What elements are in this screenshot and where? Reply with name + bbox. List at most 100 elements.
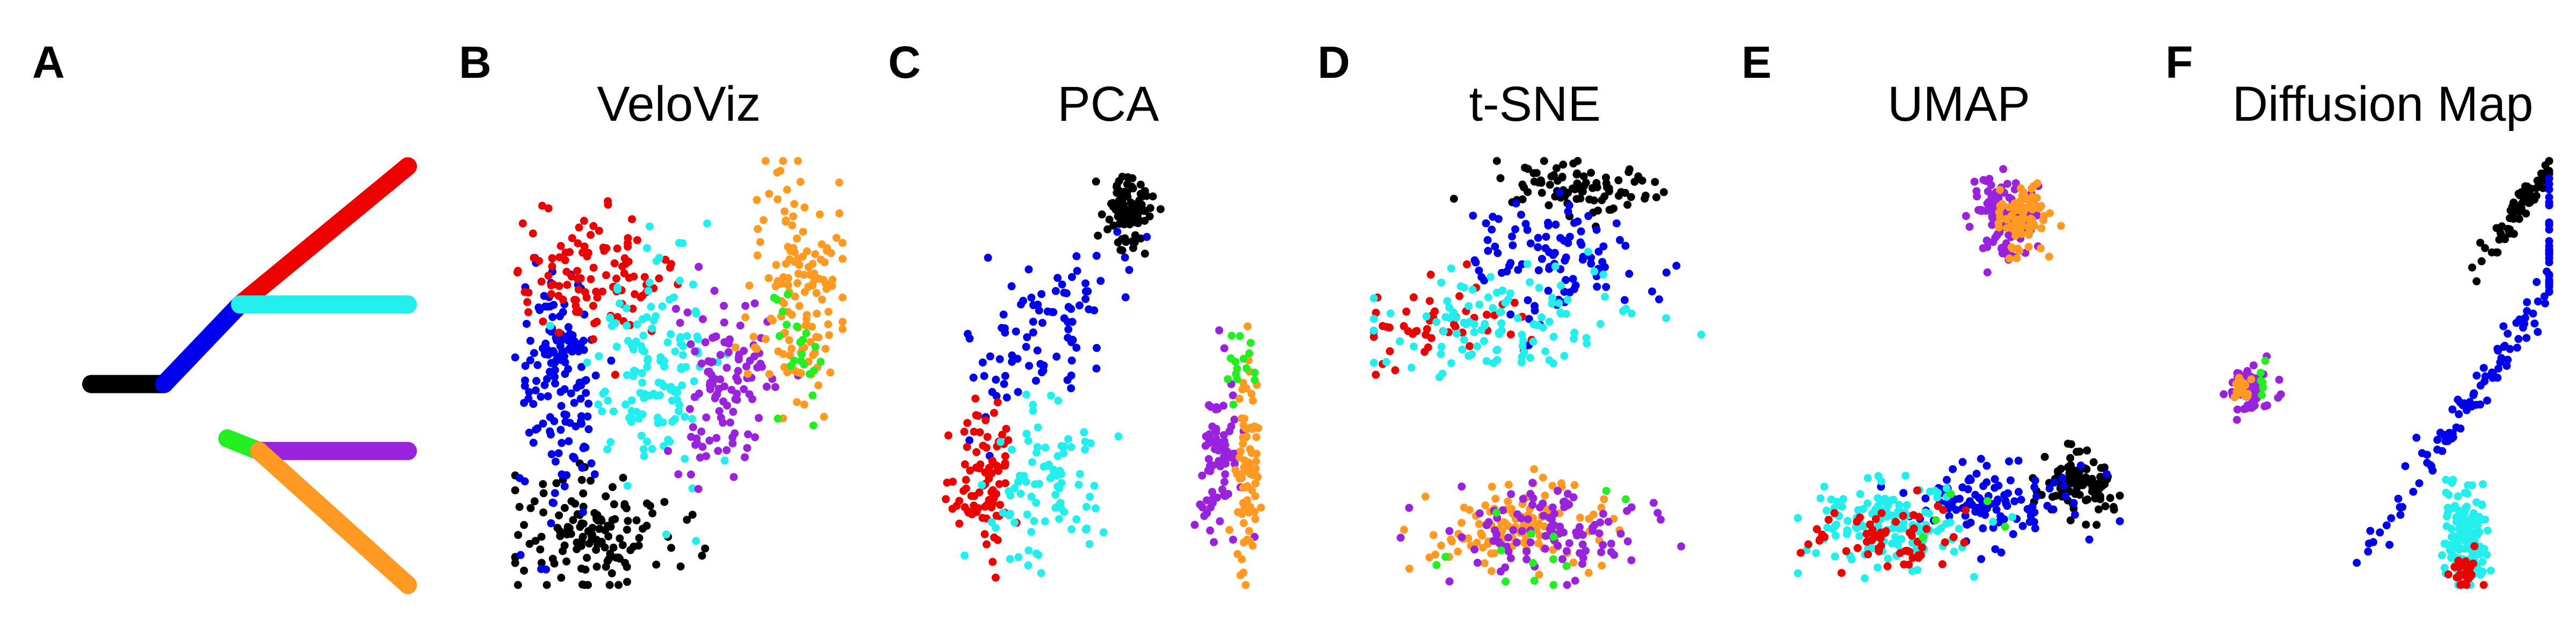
point-blue: [566, 330, 575, 339]
point-cyan: [1492, 288, 1501, 297]
point-blue: [1990, 484, 1999, 492]
point-cyan: [625, 414, 633, 422]
point-blue: [573, 383, 581, 392]
point-cyan: [1555, 299, 1563, 308]
point-blue: [537, 392, 545, 401]
point-red: [559, 296, 567, 304]
point-cyan: [1057, 470, 1066, 478]
point-orange: [785, 336, 794, 345]
point-cyan: [1989, 517, 1997, 526]
point-purple: [702, 413, 711, 422]
point-blue: [2479, 364, 2488, 372]
point-cyan: [638, 369, 646, 377]
point-red: [1372, 309, 1380, 317]
point-blue: [2010, 497, 2019, 506]
point-purple: [743, 444, 751, 452]
point-purple: [1200, 511, 1209, 520]
point-red: [1423, 325, 1431, 333]
point-red: [1830, 509, 1839, 517]
point-orange: [1252, 433, 1261, 442]
point-blue: [521, 382, 529, 390]
point-blue: [531, 386, 540, 394]
point-blue: [581, 443, 590, 452]
point-red: [2464, 562, 2473, 570]
point-orange: [796, 178, 805, 186]
point-purple: [1524, 515, 1532, 523]
point-cyan: [1022, 429, 1031, 438]
point-orange: [806, 338, 815, 346]
point-blue: [1564, 239, 1572, 247]
point-black: [639, 524, 647, 533]
point-cyan: [676, 335, 684, 343]
point-cyan: [2449, 504, 2457, 513]
point-red: [537, 277, 546, 286]
point-blue: [1067, 356, 1076, 365]
point-cyan: [1833, 497, 1841, 506]
point-cyan: [1064, 435, 1073, 443]
point-orange: [765, 370, 774, 378]
point-cyan: [1409, 342, 1418, 351]
point-cyan: [1010, 484, 1019, 493]
panel-c-scatter: [941, 172, 1265, 589]
point-black: [1614, 176, 1623, 185]
point-cyan: [1627, 309, 1636, 318]
point-blue: [2070, 510, 2079, 519]
point-cyan: [1596, 320, 1605, 328]
point-purple: [1205, 401, 1213, 409]
point-orange: [1481, 501, 1490, 510]
point-blue: [2514, 335, 2523, 343]
point-cyan: [675, 407, 683, 415]
point-blue: [547, 519, 555, 528]
point-black: [2048, 493, 2057, 501]
point-cyan: [1492, 346, 1501, 355]
point-cyan: [1439, 327, 1448, 335]
point-blue: [1480, 276, 1488, 285]
point-orange: [2024, 202, 2033, 211]
point-black: [1124, 206, 1132, 214]
point-green: [1501, 577, 1510, 586]
point-cyan: [2463, 489, 2472, 498]
point-green: [1245, 349, 1254, 357]
point-black: [1137, 189, 1145, 198]
point-red: [587, 231, 595, 239]
point-red: [598, 287, 607, 296]
point-cyan: [606, 438, 615, 447]
point-cyan: [1060, 508, 1069, 516]
point-cyan: [1823, 523, 1832, 532]
point-purple: [1623, 537, 1632, 546]
point-blue: [1025, 362, 1034, 370]
point-blue: [567, 389, 575, 398]
point-cyan: [1422, 312, 1431, 321]
point-black: [676, 562, 685, 571]
point-cyan: [996, 438, 1005, 447]
point-red: [962, 475, 970, 484]
branch-orange-6: [250, 442, 417, 594]
point-cyan: [2462, 504, 2470, 513]
point-blue: [2521, 313, 2529, 322]
point-orange: [789, 212, 797, 221]
point-cyan: [1075, 470, 1084, 478]
point-blue: [1121, 253, 1129, 262]
point-black: [2101, 502, 2110, 510]
point-cyan: [1874, 494, 1882, 502]
point-black: [1530, 177, 1539, 186]
point-orange: [2016, 199, 2024, 208]
point-blue: [565, 345, 573, 354]
point-black: [610, 500, 618, 509]
point-purple: [745, 356, 754, 365]
point-black: [1598, 196, 1606, 204]
point-red: [1004, 436, 1013, 444]
point-cyan: [1497, 308, 1505, 316]
point-blue: [1983, 504, 1992, 513]
point-blue: [1064, 333, 1072, 342]
point-purple: [740, 347, 748, 355]
point-purple: [1198, 503, 1207, 511]
point-orange: [835, 209, 844, 218]
point-blue: [2545, 280, 2553, 288]
point-purple: [1206, 526, 1214, 535]
point-purple: [1512, 538, 1521, 547]
point-cyan: [638, 378, 647, 387]
point-cyan: [1570, 328, 1579, 337]
point-blue: [565, 437, 573, 445]
point-cyan: [1560, 352, 1569, 360]
